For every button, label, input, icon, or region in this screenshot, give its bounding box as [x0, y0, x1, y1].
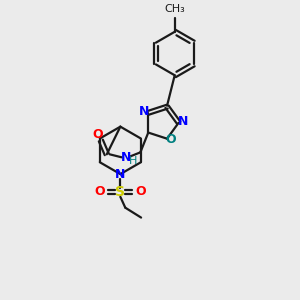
Text: N: N [139, 105, 149, 118]
Text: S: S [116, 185, 125, 199]
Text: N: N [177, 115, 188, 128]
Text: H: H [129, 156, 138, 166]
Text: O: O [136, 185, 146, 198]
Text: N: N [115, 168, 125, 181]
Text: O: O [166, 133, 176, 146]
Text: N: N [121, 151, 132, 164]
Text: O: O [93, 128, 103, 141]
Text: O: O [94, 185, 105, 198]
Text: CH₃: CH₃ [164, 4, 185, 14]
